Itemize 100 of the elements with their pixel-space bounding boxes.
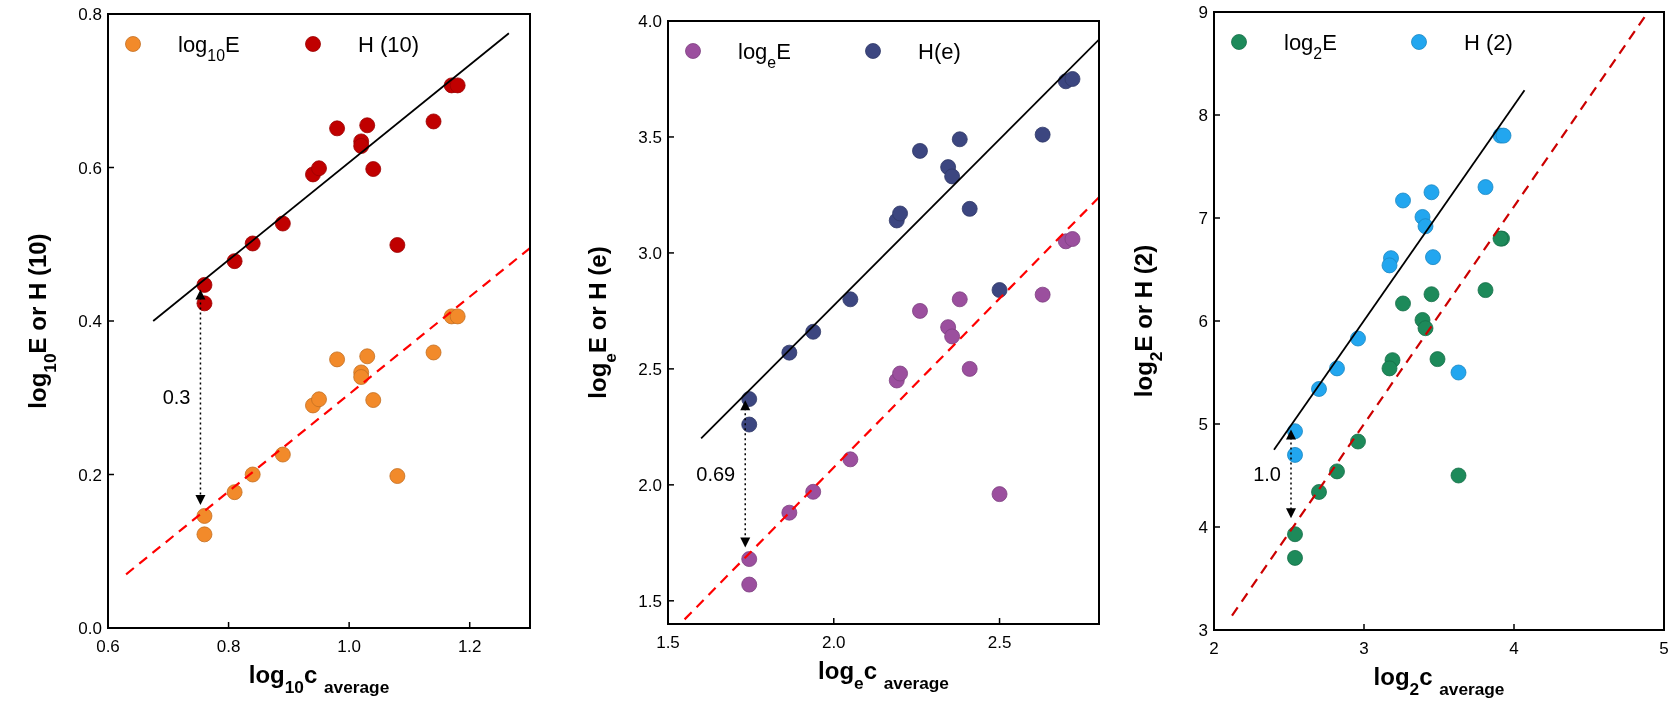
y-tick-label: 0.0	[78, 619, 102, 638]
point	[951, 291, 968, 308]
point	[741, 576, 758, 593]
point	[1064, 231, 1081, 247]
point	[196, 508, 213, 524]
point	[1287, 526, 1303, 543]
point	[781, 504, 798, 521]
point	[449, 77, 466, 94]
y-tick-label: 3.0	[638, 243, 662, 263]
x-axis-title: log$_{10}$c $_{average}$	[248, 661, 390, 697]
point	[991, 282, 1008, 298]
x-tick-label: 1.5	[656, 633, 680, 652]
y-tick-label: 9	[1198, 3, 1208, 22]
point	[425, 344, 442, 361]
point	[944, 328, 961, 345]
y-tick-label: 7	[1198, 209, 1208, 228]
point	[944, 168, 961, 185]
x-tick-label: 5	[1659, 639, 1669, 658]
point	[389, 468, 406, 484]
point	[226, 484, 243, 501]
annotation: 0.3	[162, 386, 191, 409]
point	[1423, 286, 1440, 303]
y-tick-label: 6	[1198, 312, 1208, 331]
point	[1329, 360, 1345, 377]
legend-label: H (10)	[358, 32, 420, 57]
x-tick-label: 4	[1509, 639, 1519, 658]
annotation: 1.0	[1253, 462, 1281, 485]
point	[1381, 360, 1398, 377]
x-tick-label: 1.2	[457, 637, 482, 656]
point	[196, 526, 213, 543]
legend-label: log$_{10}$E	[178, 32, 240, 64]
x-tick-label: 3	[1359, 639, 1369, 658]
y-tick-label: 3.5	[638, 127, 662, 147]
point	[365, 392, 382, 408]
point	[1350, 433, 1366, 450]
x-tick-label: 2.5	[987, 633, 1012, 652]
point	[1350, 330, 1366, 347]
y-tick-label: 0.4	[78, 312, 102, 331]
x-tick-label: 0.8	[216, 637, 241, 656]
point	[1311, 484, 1327, 500]
point	[353, 369, 370, 385]
point	[1425, 249, 1441, 266]
x-axis-title: log$_{e}$c $_{average}$	[818, 657, 950, 693]
y-tick-label: 2.0	[638, 475, 662, 495]
point	[1034, 126, 1051, 143]
point	[1477, 179, 1494, 195]
point	[1450, 467, 1467, 484]
point	[329, 351, 345, 368]
y-tick-label: 5	[1198, 415, 1208, 434]
point	[425, 113, 442, 130]
legend-label: H (2)	[1464, 30, 1513, 55]
point	[842, 291, 859, 308]
point	[892, 205, 908, 222]
legend-label: log$_{2}$E	[1284, 30, 1337, 62]
y-tick-label: 0.8	[78, 5, 102, 24]
point	[274, 446, 291, 463]
point	[329, 120, 345, 137]
point	[1477, 282, 1494, 298]
point	[1329, 463, 1345, 480]
point	[805, 483, 822, 500]
legend-label: log$_{e}$E	[738, 39, 791, 71]
x-tick-label: 1.0	[337, 637, 361, 656]
point	[311, 391, 327, 408]
point	[741, 416, 758, 433]
point	[1287, 447, 1303, 463]
point	[359, 348, 376, 365]
point	[892, 365, 908, 382]
point	[449, 308, 466, 325]
point	[912, 142, 928, 159]
point	[1034, 286, 1051, 303]
y-tick-label: 3	[1198, 621, 1208, 640]
y-tick-label: 4	[1198, 518, 1208, 537]
point	[991, 486, 1008, 503]
point	[1287, 550, 1303, 566]
point	[1423, 184, 1440, 201]
y-tick-label: 1.5	[638, 591, 662, 611]
point	[842, 451, 859, 468]
y-tick-label: 0.6	[78, 158, 102, 178]
x-tick-label: 2.0	[821, 633, 846, 652]
point	[1395, 295, 1411, 312]
point	[961, 360, 978, 377]
point	[1450, 364, 1467, 381]
point	[1064, 71, 1081, 87]
annotation: 0.69	[696, 462, 736, 485]
point	[365, 161, 382, 177]
point	[961, 200, 978, 217]
point	[359, 117, 376, 134]
y-tick-label: 4.0	[638, 12, 662, 31]
point	[1381, 257, 1398, 274]
legend-label: H(e)	[918, 39, 961, 64]
y-tick-label: 0.2	[78, 465, 102, 485]
x-axis-title: log$_{2}$c $_{average}$	[1373, 663, 1505, 699]
y-tick-label: 2.5	[638, 359, 662, 379]
point	[951, 131, 968, 148]
point	[311, 160, 327, 177]
x-tick-label: 0.6	[96, 637, 120, 656]
x-tick-label: 2	[1209, 639, 1219, 658]
point	[1395, 192, 1411, 209]
y-tick-label: 8	[1198, 106, 1208, 125]
point	[912, 303, 928, 319]
